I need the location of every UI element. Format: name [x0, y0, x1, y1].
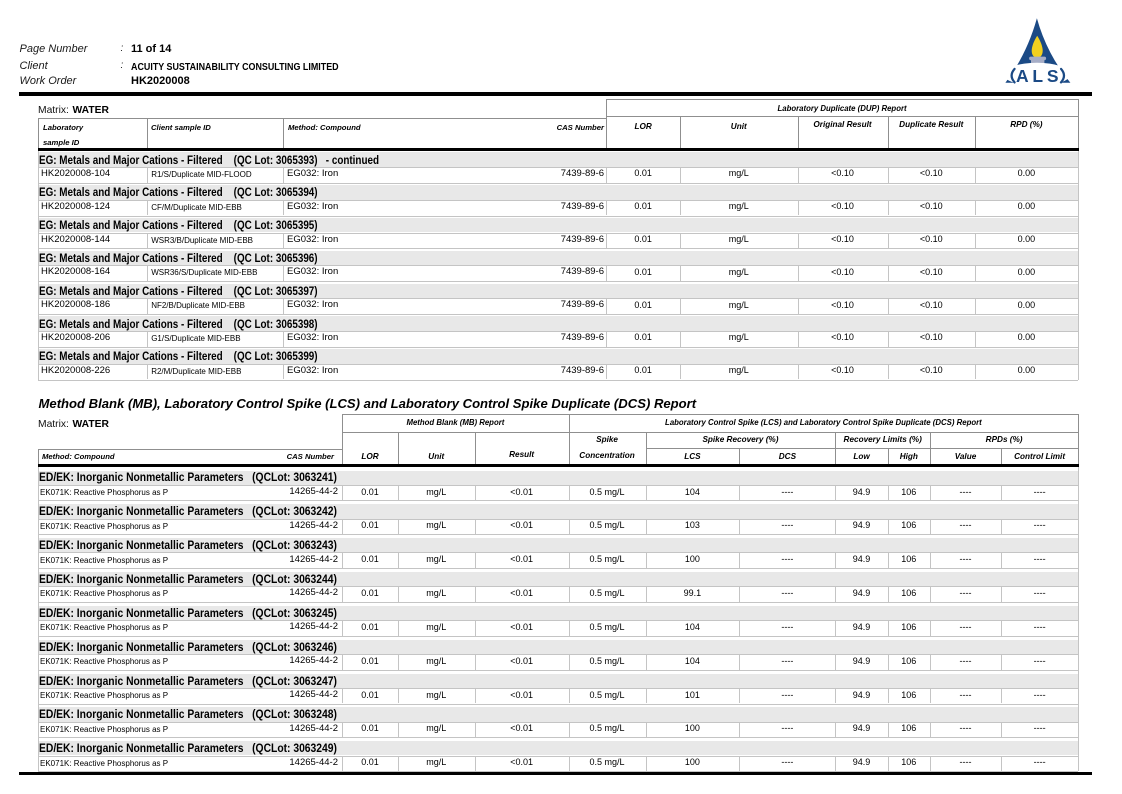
- svg-text:ALS: ALS: [1016, 66, 1062, 86]
